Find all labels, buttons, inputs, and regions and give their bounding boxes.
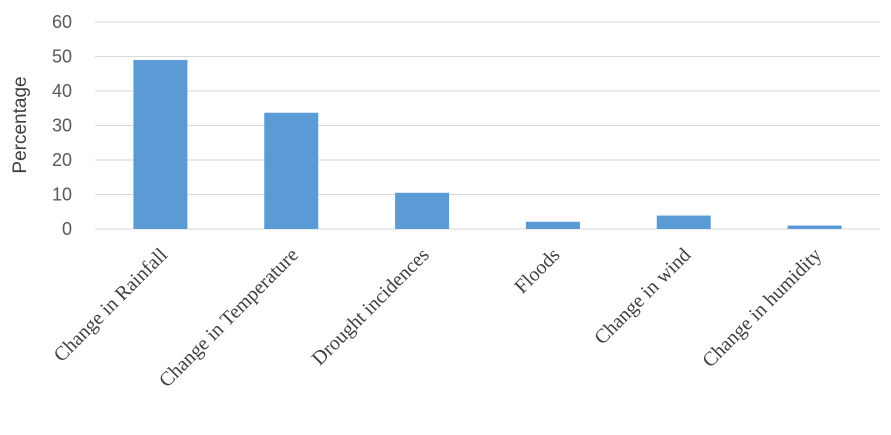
- x-tick-label: Floods: [510, 244, 564, 298]
- y-axis-ticks: 0 10 20 30 40 50 60: [52, 12, 72, 239]
- y-tick-label: 30: [52, 116, 72, 136]
- y-tick-label: 60: [52, 12, 72, 32]
- bar: [264, 112, 319, 229]
- bars: [133, 59, 842, 230]
- bar: [133, 59, 188, 230]
- y-tick-label: 40: [52, 81, 72, 101]
- x-tick-label: Change in humidity: [698, 244, 826, 372]
- bar: [395, 192, 450, 229]
- x-tick-label: Change in wind: [590, 244, 695, 349]
- x-tick-label: Change in Rainfall: [50, 244, 173, 367]
- y-tick-label: 50: [52, 47, 72, 67]
- y-axis-title: Percentage: [10, 76, 31, 173]
- bar: [525, 221, 580, 229]
- bar: [656, 215, 711, 229]
- y-tick-label: 10: [52, 185, 72, 205]
- bar: [787, 225, 842, 229]
- y-tick-label: 20: [52, 150, 72, 170]
- x-tick-label: Drought incidences: [308, 244, 434, 370]
- gridlines: [95, 21, 880, 230]
- y-tick-label: 0: [62, 219, 72, 239]
- x-tick-label: Change in Temperature: [155, 244, 303, 392]
